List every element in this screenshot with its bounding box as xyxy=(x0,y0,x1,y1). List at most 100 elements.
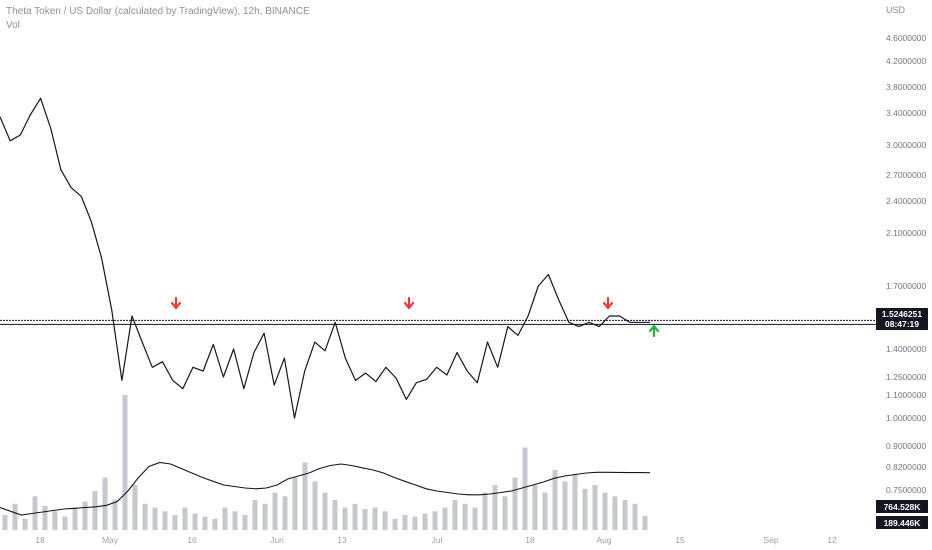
volume-bar xyxy=(92,491,98,530)
price-tick-label: 0.7500000 xyxy=(886,485,926,495)
volume-bar xyxy=(232,511,238,531)
volume-bar xyxy=(2,515,8,530)
down-arrow-icon xyxy=(170,296,182,310)
volume-bar xyxy=(322,492,328,530)
volume-bar xyxy=(12,503,18,531)
time-tick-label: 12 xyxy=(827,535,837,545)
time-tick-label: 18 xyxy=(525,535,535,545)
volume-bar xyxy=(542,492,548,530)
volume-bar xyxy=(422,513,428,530)
price-tick-label: 3.0000000 xyxy=(886,140,926,150)
volume-bar xyxy=(162,511,168,531)
volume-bar xyxy=(252,500,258,530)
volume-bar xyxy=(642,515,648,531)
volume-bar xyxy=(172,515,178,530)
volume-bar xyxy=(492,485,498,530)
volume-bar xyxy=(302,462,308,530)
volume-bar xyxy=(442,507,448,530)
price-tick-label: 2.7000000 xyxy=(886,170,926,180)
volume-ma-value-label: 764.528K xyxy=(876,500,928,513)
volume-bar xyxy=(612,496,618,531)
volume-bar xyxy=(412,516,418,530)
volume-bar xyxy=(52,511,58,531)
volume-bar xyxy=(112,500,118,530)
volume-bar xyxy=(622,500,628,530)
volume-bar xyxy=(372,507,378,530)
time-tick-label: Aug xyxy=(596,535,611,545)
svg-text:189.446K: 189.446K xyxy=(884,518,922,528)
volume-bar xyxy=(482,492,488,530)
current-price-value: 1.5246251 xyxy=(882,309,922,319)
down-arrow-icon xyxy=(602,296,614,310)
volume-bar xyxy=(82,501,88,530)
resistance-line xyxy=(0,319,876,325)
volume-bar xyxy=(192,513,198,530)
price-tick-label: 1.2500000 xyxy=(886,372,926,382)
volume-bar xyxy=(522,447,528,530)
svg-text:764.528K: 764.528K xyxy=(884,502,922,512)
volume-bar xyxy=(432,511,438,531)
chart-title: Theta Token / US Dollar (calculated by T… xyxy=(6,6,310,17)
price-tick-label: 2.1000000 xyxy=(886,228,926,238)
volume-ma-line xyxy=(0,461,651,516)
volume-bar xyxy=(552,470,558,530)
price-tick-label: 1.4000000 xyxy=(886,344,926,354)
volume-bar xyxy=(42,506,48,530)
time-tick-label: Jun xyxy=(270,535,284,545)
up-arrow-icon xyxy=(648,324,660,338)
volume-bar xyxy=(72,507,78,530)
volume-bar xyxy=(572,473,578,531)
volume-bar xyxy=(602,492,608,530)
volume-bar xyxy=(262,503,268,531)
price-tick-label: 3.8000000 xyxy=(886,82,926,92)
volume-bar xyxy=(22,518,28,531)
volume-bar xyxy=(342,507,348,530)
volume-bar xyxy=(462,503,468,531)
volume-bar xyxy=(452,500,458,530)
time-tick-label: May xyxy=(102,535,119,545)
volume-bar xyxy=(222,507,228,530)
volume-bar xyxy=(382,511,388,531)
volume-bar xyxy=(332,500,338,530)
price-line xyxy=(0,97,650,419)
price-tick-label: 0.8200000 xyxy=(886,462,926,472)
volume-bar xyxy=(632,503,638,531)
time-tick-label: 13 xyxy=(337,535,347,545)
volume-bars xyxy=(2,395,648,531)
volume-bar xyxy=(502,496,508,531)
volume-bar xyxy=(242,515,248,530)
volume-bar xyxy=(202,516,208,530)
volume-bar xyxy=(122,395,128,530)
volume-value-label: 189.446K xyxy=(876,516,928,529)
volume-bar xyxy=(532,485,538,530)
volume-bar xyxy=(152,507,158,530)
time-tick-label: 15 xyxy=(675,535,685,545)
volume-bar xyxy=(312,481,318,531)
volume-bar xyxy=(562,481,568,531)
volume-bar xyxy=(102,477,108,530)
volume-bar xyxy=(402,515,408,530)
time-axis: 18 May 16 Jun 13 Jul 18 Aug 15 Sep 12 xyxy=(35,535,837,545)
annotation-arrows xyxy=(170,296,660,338)
price-axis: 4.6000000 4.2000000 3.8000000 3.4000000 3.00… xyxy=(886,33,926,495)
current-price-label: 1.5246251 08:47:19 xyxy=(876,308,928,330)
time-tick-label: 18 xyxy=(35,535,45,545)
volume-bar xyxy=(582,488,588,531)
time-tick-label: Jul xyxy=(432,535,443,545)
price-tick-label: 1.7000000 xyxy=(886,281,926,291)
bar-countdown: 08:47:19 xyxy=(885,319,919,329)
volume-bar xyxy=(392,518,398,531)
currency-label: USD xyxy=(886,5,906,15)
time-tick-label: 16 xyxy=(187,535,197,545)
volume-bar xyxy=(132,485,138,530)
price-tick-label: 2.4000000 xyxy=(886,196,926,206)
price-tick-label: 4.6000000 xyxy=(886,33,926,43)
volume-bar xyxy=(182,507,188,530)
volume-indicator-label[interactable]: Vol xyxy=(6,20,20,31)
volume-bar xyxy=(272,492,278,530)
volume-bar xyxy=(472,507,478,530)
price-tick-label: 3.4000000 xyxy=(886,108,926,118)
price-tick-label: 1.1000000 xyxy=(886,390,926,400)
volume-bar xyxy=(292,477,298,530)
